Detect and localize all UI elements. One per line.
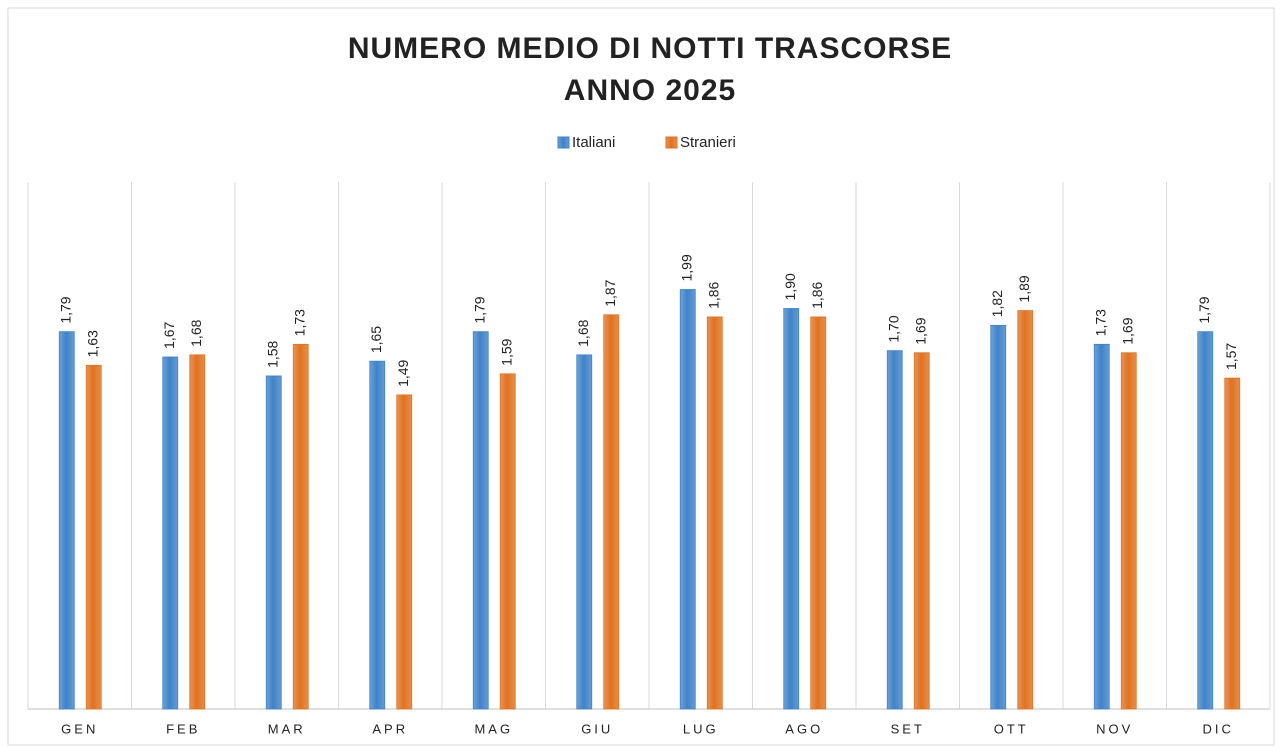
x-tick-label: GIU	[581, 721, 613, 736]
x-tick-label: GEN	[61, 721, 98, 736]
bar	[1120, 352, 1137, 710]
data-label: 1,87	[602, 279, 618, 306]
data-label: 1,90	[782, 273, 798, 300]
data-label: 1,89	[1016, 275, 1032, 302]
bar	[706, 316, 723, 710]
data-label: 1,69	[1119, 317, 1135, 344]
bar	[396, 394, 413, 710]
data-label: 1,73	[291, 309, 307, 336]
bar	[162, 356, 179, 710]
x-tick-label: MAR	[268, 721, 306, 736]
data-label: 1,79	[471, 296, 487, 323]
data-label: 1,79	[1196, 296, 1212, 323]
bar	[810, 316, 827, 710]
x-tick-label: FEB	[166, 721, 200, 736]
data-label: 1,99	[678, 254, 694, 281]
bar	[783, 308, 800, 710]
bar	[369, 360, 386, 710]
bar	[58, 331, 75, 710]
data-label: 1,68	[575, 319, 591, 346]
bar	[1197, 331, 1214, 710]
x-tick-label: DIC	[1203, 721, 1234, 736]
bar	[990, 324, 1007, 710]
x-tick-label: APR	[372, 721, 408, 736]
data-label: 1,59	[498, 338, 514, 365]
x-tick-label: SET	[891, 721, 925, 736]
chart-title: ANNO 2025	[564, 74, 736, 107]
bar	[499, 373, 516, 710]
bar	[472, 331, 489, 710]
data-label: 1,82	[989, 290, 1005, 317]
data-label: 1,86	[705, 281, 721, 308]
data-label: 1,67	[161, 322, 177, 349]
bar	[292, 343, 309, 710]
data-label: 1,69	[912, 317, 928, 344]
bar	[603, 314, 620, 710]
data-label: 1,63	[84, 330, 100, 357]
chart-title: NUMERO MEDIO DI NOTTI TRASCORSE	[348, 32, 952, 65]
x-tick-label: OTT	[994, 721, 1029, 736]
data-label: 1,58	[264, 340, 280, 367]
x-tick-label: LUG	[683, 721, 719, 736]
data-label: 1,68	[188, 319, 204, 346]
bar	[679, 289, 696, 710]
bar	[913, 352, 930, 710]
bar	[576, 354, 593, 710]
bar	[189, 354, 206, 710]
data-label: 1,79	[57, 296, 73, 323]
data-label: 1,57	[1223, 343, 1239, 370]
data-label: 1,73	[1092, 309, 1108, 336]
x-tick-label: AGO	[785, 721, 823, 736]
data-label: 1,86	[809, 281, 825, 308]
legend-label: Italiani	[572, 134, 615, 151]
data-label: 1,49	[395, 359, 411, 386]
bar	[886, 350, 903, 710]
bar	[265, 375, 282, 710]
legend-swatch	[665, 136, 678, 149]
bar	[85, 364, 102, 710]
legend-swatch	[557, 136, 570, 149]
bar	[1017, 310, 1034, 710]
bar	[1224, 377, 1241, 710]
x-tick-label: MAG	[474, 721, 513, 736]
legend-label: Stranieri	[680, 134, 736, 151]
bar	[1093, 343, 1110, 710]
x-tick-label: NOV	[1096, 721, 1133, 736]
data-label: 1,65	[368, 326, 384, 353]
data-label: 1,70	[885, 315, 901, 342]
